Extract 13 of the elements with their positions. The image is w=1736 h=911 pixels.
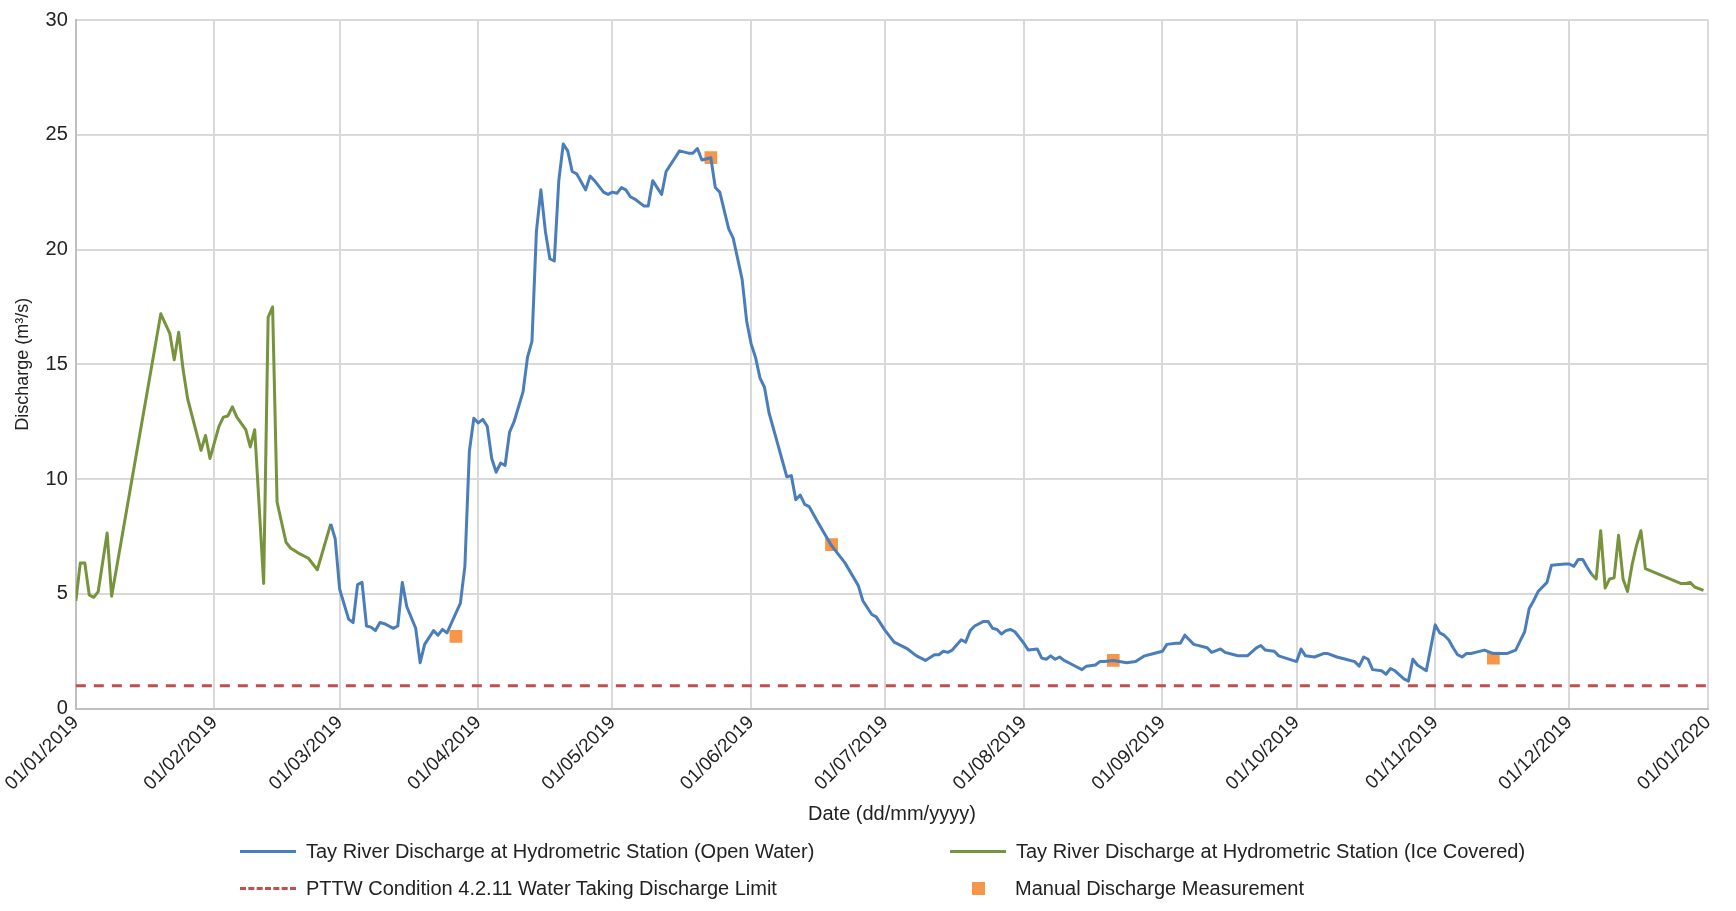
y-tick-label: 15 [45,351,68,374]
y-tick-label: 5 [56,581,68,604]
legend-label: Tay River Discharge at Hydrometric Station (Ice Covered) [1016,840,1526,863]
y-tick-label: 10 [45,466,68,489]
legend-label: Tay River Discharge at Hydrometric Station (Open Water) [306,840,815,863]
y-axis-title: Discharge (m³/s) [11,297,32,431]
y-tick-label: 25 [45,122,68,145]
x-axis-title: Date (dd/mm/yyyy) [808,801,976,824]
legend-label: PTTW Condition 4.2.11 Water Taking Discharge Limit [306,877,777,900]
y-tick-label: 30 [45,7,68,30]
legend-label: Manual Discharge Measurement [1015,877,1305,900]
point [449,629,463,643]
y-tick-label: 20 [45,237,68,260]
